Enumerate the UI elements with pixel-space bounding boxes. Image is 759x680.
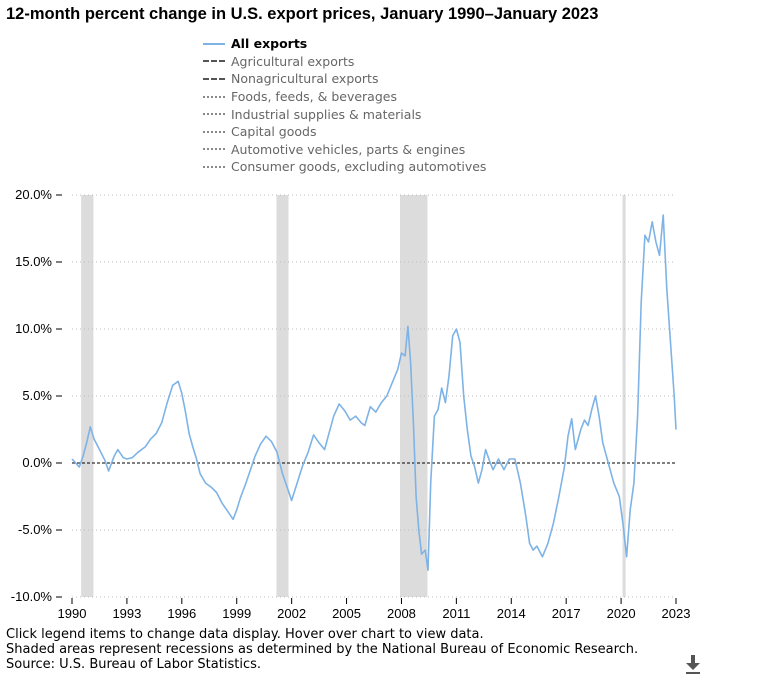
recession-band xyxy=(81,195,94,597)
x-tick-label: 2014 xyxy=(497,606,526,621)
x-tick-label: 2011 xyxy=(442,606,470,621)
gridlines xyxy=(72,194,676,598)
legend-swatch xyxy=(203,42,225,45)
legend-label: Automotive vehicles, parts & engines xyxy=(231,141,466,157)
y-tick-label: -5.0% xyxy=(18,522,52,537)
y-tick-label: 20.0% xyxy=(15,187,52,202)
x-axis: 1990 1993 1996 1999 2002 2005 2008 2011 2014 2017… xyxy=(58,598,691,621)
x-tick-label: 2005 xyxy=(332,606,361,621)
x-tick-label: 1993 xyxy=(112,606,141,621)
legend-swatch xyxy=(203,113,225,116)
legend-label: Consumer goods, excluding automotives xyxy=(231,159,487,175)
series-lines xyxy=(71,214,677,572)
note-interaction: Click legend items to change data displa… xyxy=(6,627,484,642)
line-chart[interactable]: -10.0%-5.0%0.0%5.0%10.0%15.0%20.0% 1990 1… xyxy=(0,180,759,627)
x-tick-label: 1996 xyxy=(167,606,196,621)
y-tick-label: 15.0% xyxy=(15,254,52,269)
legend-swatch xyxy=(203,95,225,98)
legend-label: Foods, feeds, & beverages xyxy=(231,89,397,105)
download-icon[interactable] xyxy=(680,653,706,675)
x-tick-label: 1999 xyxy=(222,606,251,621)
legend-label: All exports xyxy=(231,36,308,52)
legend-swatch xyxy=(203,130,225,133)
x-tick-label: 1990 xyxy=(58,606,87,621)
legend-item[interactable]: Foods, feeds, & beverages xyxy=(203,88,486,106)
x-tick-label: 2023 xyxy=(662,606,691,621)
x-tick-label: 2020 xyxy=(607,606,636,621)
legend-item[interactable]: Industrial supplies & materials xyxy=(203,105,486,123)
legend-item[interactable]: All exports xyxy=(203,35,486,53)
legend-swatch xyxy=(203,165,225,168)
series-line-all-exports[interactable] xyxy=(71,214,677,572)
y-tick-label: 10.0% xyxy=(15,321,52,336)
y-tick-label: 5.0% xyxy=(22,388,52,403)
recession-bands xyxy=(81,195,626,597)
x-tick-label: 2008 xyxy=(387,606,416,621)
chart-title: 12-month percent change in U.S. export p… xyxy=(6,5,599,23)
y-tick-label: 0.0% xyxy=(22,455,52,470)
recession-band xyxy=(276,195,289,597)
legend-swatch xyxy=(203,77,225,80)
x-tick-label: 2017 xyxy=(552,606,581,621)
legend-item[interactable]: Nonagricultural exports xyxy=(203,70,486,88)
legend-label: Capital goods xyxy=(231,124,317,140)
legend-swatch xyxy=(203,148,225,151)
note-source: Source: U.S. Bureau of Labor Statistics. xyxy=(6,657,261,672)
legend-label: Nonagricultural exports xyxy=(231,71,379,87)
legend-item[interactable]: Consumer goods, excluding automotives xyxy=(203,158,486,176)
y-axis: -10.0% -5.0% 0.0% 5.0% 10.0% 15.0% 20.0% xyxy=(11,187,62,604)
legend-item[interactable]: Automotive vehicles, parts & engines xyxy=(203,141,486,159)
legend-label: Industrial supplies & materials xyxy=(231,106,422,122)
note-recessions: Shaded areas represent recessions as det… xyxy=(6,642,639,657)
legend-swatch xyxy=(203,60,225,63)
y-tick-label: -10.0% xyxy=(11,589,53,604)
x-tick-label: 2002 xyxy=(277,606,306,621)
legend: All exports Agricultural exports Nonagricu… xyxy=(203,35,486,176)
legend-item[interactable]: Agricultural exports xyxy=(203,53,486,71)
chart-notes: Click legend items to change data displa… xyxy=(6,627,638,672)
legend-label: Agricultural exports xyxy=(231,53,355,69)
legend-item[interactable]: Capital goods xyxy=(203,123,486,141)
